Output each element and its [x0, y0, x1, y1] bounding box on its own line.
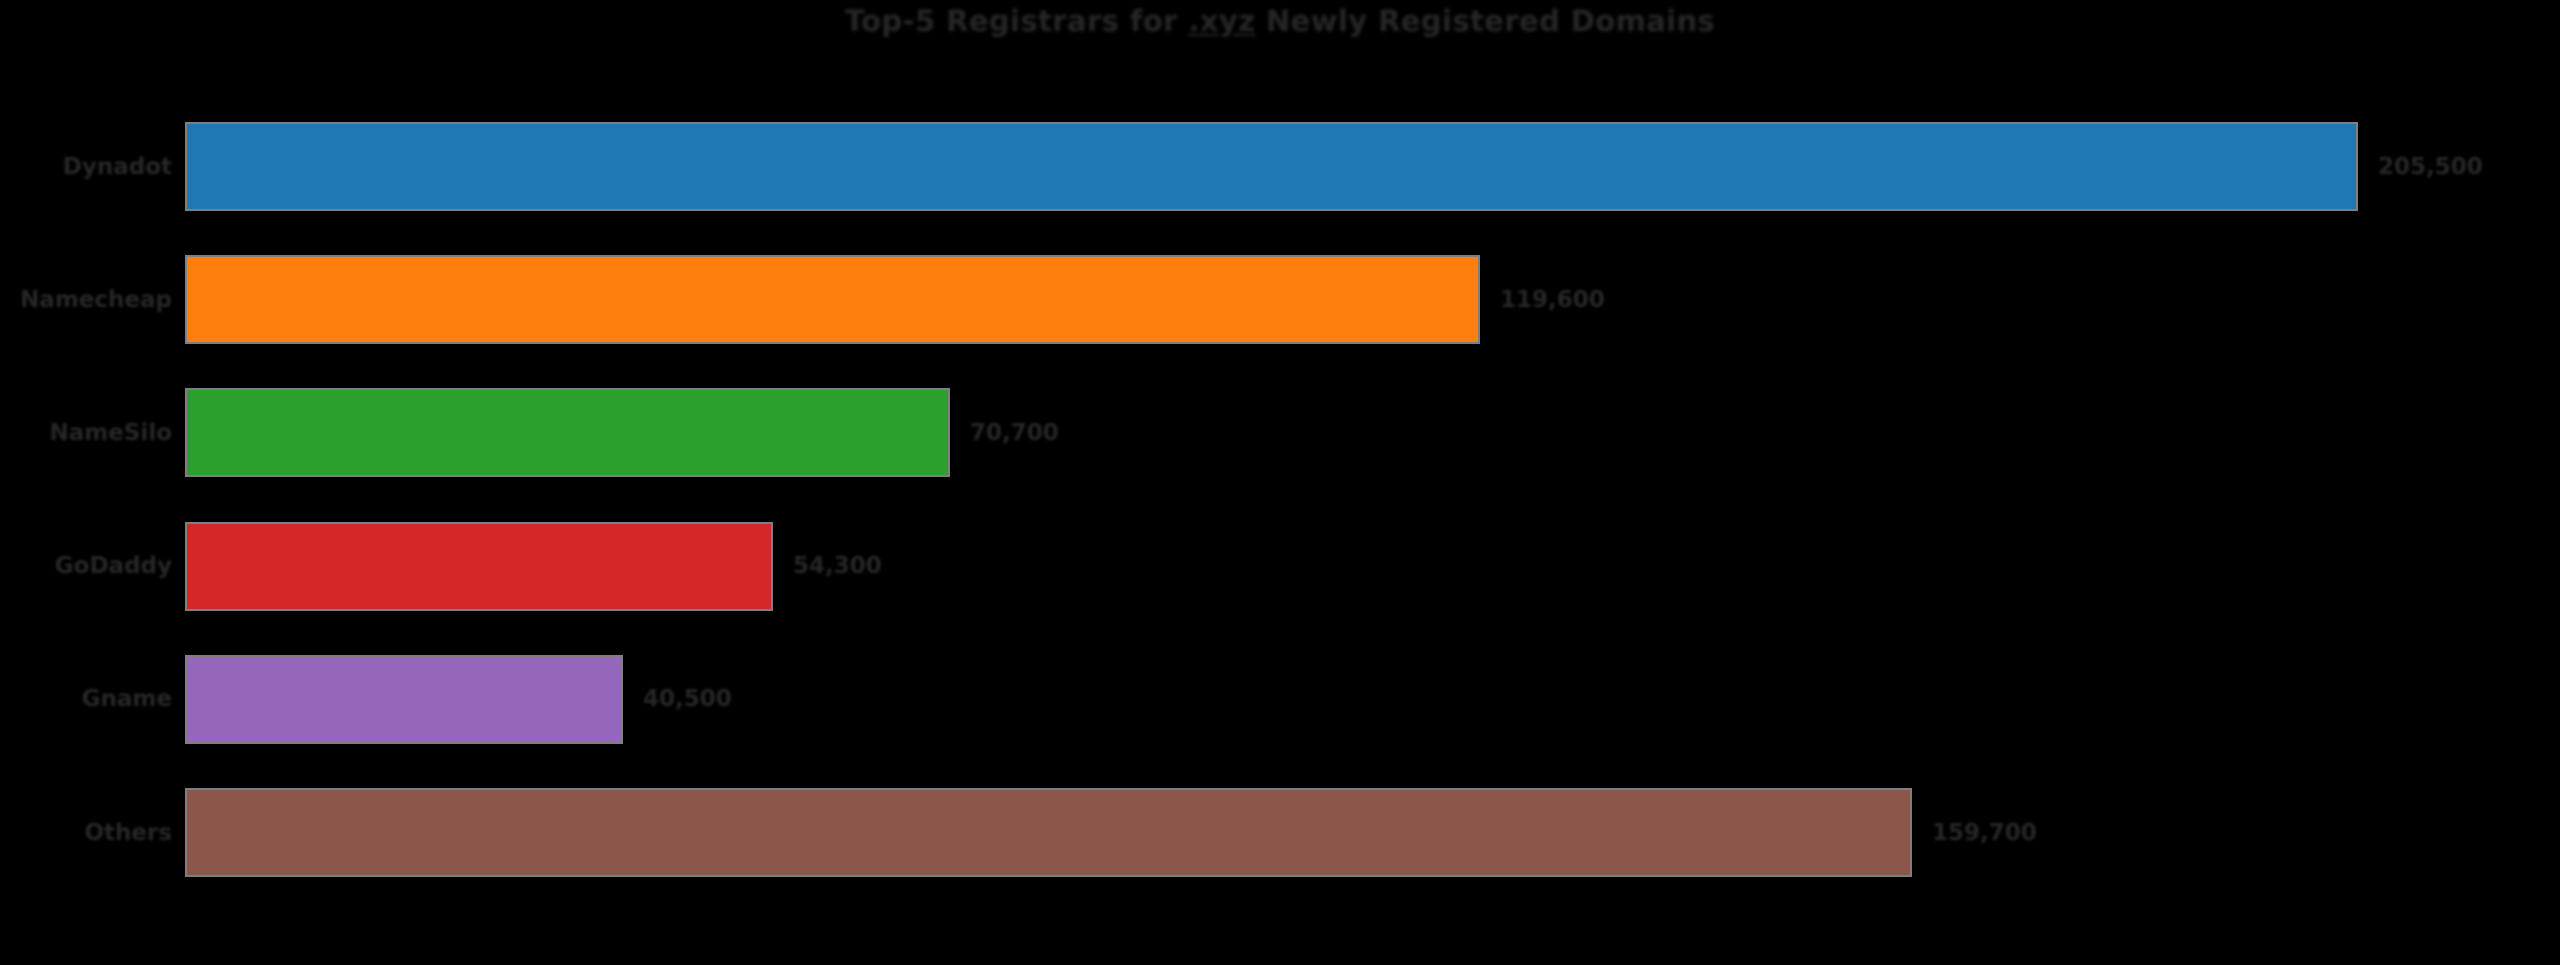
bar [185, 122, 2358, 211]
bar [185, 388, 950, 478]
y-axis-category-label: Namecheap [20, 286, 172, 313]
plot-area: Dynadot 205,500 Namecheap 119,600 NameSilo 70… [20, 100, 2560, 945]
bar-value-label: 119,600 [1500, 286, 1605, 313]
bar-row: Gname 40,500 [82, 633, 2560, 766]
bar-row: Dynadot 205,500 [63, 100, 2560, 233]
y-axis-category-label: Dynadot [62, 153, 172, 180]
y-axis-category-label: NameSilo [49, 419, 172, 446]
y-axis-category-label: Others [84, 819, 172, 846]
title-underlined-token: .xyz [1188, 4, 1256, 38]
bar [185, 521, 773, 611]
bar [185, 788, 1912, 877]
bar-value-label: 70,700 [970, 419, 1059, 446]
bar-row: NameSilo 70,700 [50, 366, 2560, 499]
chart-title: Top-5 Registrars for .xyz Newly Register… [0, 4, 2560, 38]
bar-row: Others 159,700 [84, 766, 2560, 899]
y-axis-category-label: GoDaddy [54, 553, 172, 580]
bar [185, 255, 1480, 345]
bar-value-label: 54,300 [793, 553, 882, 580]
bar-row: GoDaddy 54,300 [55, 500, 2560, 633]
y-axis-category-label: Gname [81, 686, 172, 713]
bar-row: Namecheap 119,600 [20, 233, 2560, 366]
bar-value-label: 40,500 [643, 686, 732, 713]
bar-value-label: 205,500 [2378, 153, 2483, 180]
bar [185, 654, 623, 744]
chart-title-text: Top-5 Registrars for .xyz Newly Register… [844, 4, 1716, 38]
bar-value-label: 159,700 [1932, 819, 2037, 846]
